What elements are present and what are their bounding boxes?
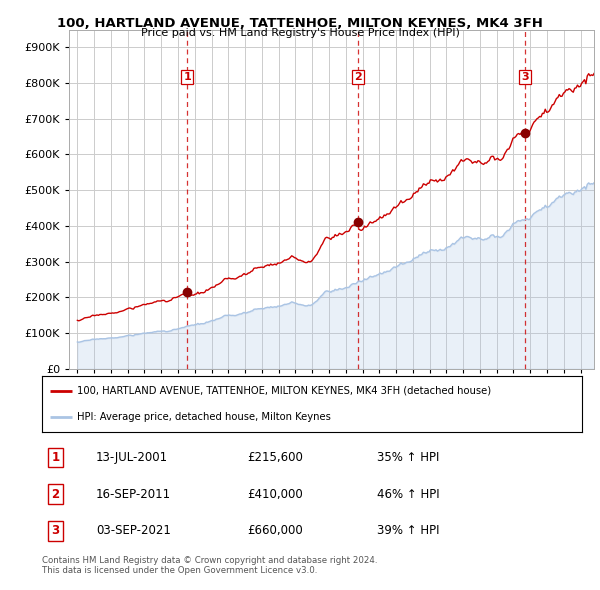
Text: 3: 3 <box>52 525 59 537</box>
Text: Contains HM Land Registry data © Crown copyright and database right 2024.: Contains HM Land Registry data © Crown c… <box>42 556 377 565</box>
Text: 100, HARTLAND AVENUE, TATTENHOE, MILTON KEYNES, MK4 3FH (detached house): 100, HARTLAND AVENUE, TATTENHOE, MILTON … <box>77 386 491 396</box>
Text: 46% ↑ HPI: 46% ↑ HPI <box>377 487 439 501</box>
Text: 1: 1 <box>183 72 191 82</box>
Text: HPI: Average price, detached house, Milton Keynes: HPI: Average price, detached house, Milt… <box>77 412 331 422</box>
Text: 100, HARTLAND AVENUE, TATTENHOE, MILTON KEYNES, MK4 3FH: 100, HARTLAND AVENUE, TATTENHOE, MILTON … <box>57 17 543 30</box>
Text: 03-SEP-2021: 03-SEP-2021 <box>96 525 171 537</box>
Text: 13-JUL-2001: 13-JUL-2001 <box>96 451 168 464</box>
Text: 2: 2 <box>354 72 362 82</box>
Text: This data is licensed under the Open Government Licence v3.0.: This data is licensed under the Open Gov… <box>42 566 317 575</box>
Text: 1: 1 <box>52 451 59 464</box>
Text: 35% ↑ HPI: 35% ↑ HPI <box>377 451 439 464</box>
Text: 16-SEP-2011: 16-SEP-2011 <box>96 487 171 501</box>
Text: £215,600: £215,600 <box>247 451 303 464</box>
Text: Price paid vs. HM Land Registry's House Price Index (HPI): Price paid vs. HM Land Registry's House … <box>140 28 460 38</box>
Text: 3: 3 <box>521 72 529 82</box>
Text: £410,000: £410,000 <box>247 487 303 501</box>
Text: £660,000: £660,000 <box>247 525 303 537</box>
Text: 2: 2 <box>52 487 59 501</box>
Text: 39% ↑ HPI: 39% ↑ HPI <box>377 525 439 537</box>
